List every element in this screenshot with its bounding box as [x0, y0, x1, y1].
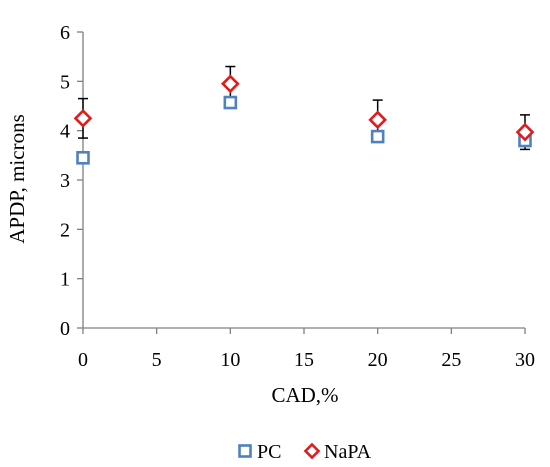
napa-point — [73, 108, 93, 128]
napa-point — [220, 74, 240, 94]
error-bars — [78, 65, 530, 151]
x-tick-label: 5 — [152, 349, 162, 371]
legend-item-pc: PC — [238, 441, 281, 463]
y-tick-label: 1 — [60, 269, 70, 291]
y-tick-label: 2 — [60, 219, 70, 241]
legend-item-napa: NaPA — [303, 441, 372, 463]
y-axis-title: APDP, microns — [5, 114, 29, 244]
napa-point — [368, 110, 388, 130]
pc-point — [223, 95, 238, 110]
x-tick-label: 30 — [515, 349, 535, 371]
legend-label: NaPA — [324, 441, 372, 463]
x-tick-label: 15 — [294, 349, 314, 371]
x-tick-label: 25 — [441, 349, 461, 371]
y-axis-ticks: 0 1 2 3 4 5 6 — [60, 22, 83, 340]
legend-napa-marker — [303, 442, 321, 460]
legend: PC NaPA — [238, 441, 372, 463]
x-tick-label: 0 — [78, 349, 88, 371]
x-axis-title: CAD,% — [271, 383, 338, 407]
legend-label: PC — [257, 441, 281, 463]
y-tick-label: 4 — [60, 121, 70, 143]
y-tick-label: 6 — [60, 22, 70, 44]
x-tick-label: 10 — [220, 349, 240, 371]
data-markers — [73, 74, 535, 165]
napa-point — [515, 122, 535, 142]
y-tick-label: 5 — [60, 71, 70, 93]
legend-pc-marker — [238, 444, 252, 458]
pc-point — [76, 151, 90, 165]
y-tick-label: 0 — [60, 318, 70, 340]
axes: 0 1 2 3 4 5 6 0 5 10 15 20 25 30 — [60, 22, 535, 371]
x-axis-ticks: 0 5 10 15 20 25 30 — [78, 328, 535, 371]
y-tick-label: 3 — [60, 170, 70, 192]
x-tick-label: 20 — [368, 349, 388, 371]
pc-point — [370, 129, 385, 144]
